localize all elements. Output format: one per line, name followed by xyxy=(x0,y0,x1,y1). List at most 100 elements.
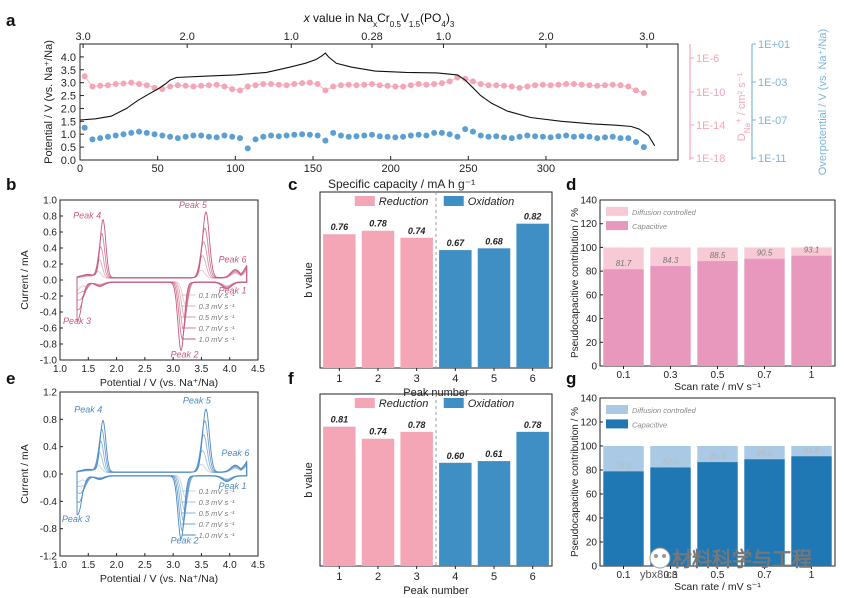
legend-swatch-diffusion xyxy=(606,206,628,216)
peak-label: Peak 4 xyxy=(73,210,101,220)
overpotential-point xyxy=(252,136,259,143)
x-tick-label: 2 xyxy=(375,571,381,583)
diffusion-point xyxy=(205,82,212,89)
y-axis-label: Potential / V (vs. Na⁺/Na) xyxy=(43,40,55,164)
overpotential-point xyxy=(299,131,306,138)
overpotential-point xyxy=(120,131,127,138)
bar-diffusion xyxy=(603,446,644,472)
diffusion-point xyxy=(337,82,344,89)
overpotential-point xyxy=(361,132,368,139)
watermark-text: 材料科学与工程 xyxy=(672,547,812,571)
x-tick-label: 0.5 xyxy=(711,570,725,581)
bar-diffusion xyxy=(697,446,738,463)
bar-value-label: 0.78 xyxy=(369,219,387,229)
x-tick-label: 1 xyxy=(809,370,815,381)
panel-g: 0 20 40 60 80 100 120 140 78.9 0.1 82.1 0.3 86.6 0.5 8… xyxy=(570,394,836,593)
cv-curve xyxy=(76,408,248,540)
overpotential-point xyxy=(454,133,461,140)
top-axis-label-part: ) xyxy=(446,11,450,25)
panel-label-b: b xyxy=(6,175,16,194)
overpotential-point xyxy=(283,132,290,139)
y-tick-label: 1.0 xyxy=(43,196,57,207)
y-tick-label: -0.8 xyxy=(40,340,58,351)
bar xyxy=(516,223,549,368)
diffusion-point xyxy=(501,82,508,89)
diffusion-point xyxy=(104,82,111,89)
peak-label: Peak 1 xyxy=(219,481,247,491)
y-tick-label: 120 xyxy=(580,219,597,230)
bar-diffusion xyxy=(650,247,691,267)
top-axis-label: x value in NaxCr0.5V1.5(PO4)3 xyxy=(303,11,455,29)
x-tick-label: 5 xyxy=(491,571,497,583)
diffusion-point xyxy=(345,81,352,88)
diffusion-point xyxy=(143,82,150,89)
panel-a: 0 50 100 150 200 250 3000.00.51.01.52.02.53.03… xyxy=(43,11,829,175)
diffusion-point xyxy=(136,80,143,87)
diffusion-point xyxy=(330,83,337,90)
top-tick-label: 2.0 xyxy=(538,31,553,43)
legend-capacitive: Capacitive xyxy=(632,420,667,429)
x-tick-label: 2.0 xyxy=(110,560,124,571)
overpotential-point xyxy=(555,133,562,140)
overpotential-point xyxy=(415,131,422,138)
x-tick-label: 3.5 xyxy=(194,560,208,571)
top-axis-label-part: 1.5 xyxy=(409,20,421,29)
panel-label-d: d xyxy=(566,175,576,194)
x-tick-label: 5 xyxy=(491,373,497,385)
y-tick-label: 1.0 xyxy=(61,129,76,141)
y-tick-label: -0.8 xyxy=(40,524,58,535)
top-axis-label-part: (PO xyxy=(420,11,441,25)
x-axis-label: Potential / V (vs. Na⁺/Na) xyxy=(100,573,218,585)
legend-oxidation: Oxidation xyxy=(468,196,514,208)
bar-value-label: 0.74 xyxy=(408,226,426,236)
overpotential-point xyxy=(306,131,313,138)
y-tick-label: 120 xyxy=(580,418,597,429)
top-tick-label: 3.0 xyxy=(639,31,654,43)
diffusion-point xyxy=(97,82,104,89)
right2-tick-label: 1E-03 xyxy=(758,77,787,89)
overpotential-point xyxy=(268,132,275,139)
x-tick-label: 1.5 xyxy=(81,560,95,571)
overpotential-point xyxy=(244,145,251,152)
bar-value-label: 84.3 xyxy=(663,256,679,265)
diffusion-point xyxy=(260,80,267,87)
x-tick-label: 1.0 xyxy=(53,560,67,571)
y-tick-label: 0 xyxy=(591,362,597,373)
x-tick-label: 200 xyxy=(381,163,399,175)
legend-label: 0.7 mV s⁻¹ xyxy=(199,324,236,333)
x-tick-label: 4.5 xyxy=(251,364,265,375)
x-tick-label: 300 xyxy=(537,163,555,175)
x-tick-label: 1.5 xyxy=(81,364,95,375)
legend-label: 1.0 mV s⁻¹ xyxy=(199,531,236,540)
peak-label: Peak 1 xyxy=(219,286,247,296)
x-tick-label: 100 xyxy=(226,163,244,175)
bar-diffusion xyxy=(650,446,691,468)
x-tick-label: 1 xyxy=(336,373,342,385)
right2-tick-label: 1E-07 xyxy=(758,115,787,127)
bar-capacitive xyxy=(744,258,785,366)
y-axis-label: b value xyxy=(303,462,315,497)
legend-swatch-capacitive xyxy=(606,419,628,429)
bar-value-label: 89.0 xyxy=(757,449,773,458)
bar xyxy=(323,426,356,566)
y-tick-label: 0.4 xyxy=(43,244,57,255)
y-tick-label: 140 xyxy=(580,196,597,207)
overpotential-point xyxy=(586,133,593,140)
y-tick-label: -0.6 xyxy=(40,324,58,335)
bar-value-label: 0.67 xyxy=(447,238,466,248)
overpotential-point xyxy=(97,135,104,142)
overpotential-point xyxy=(493,133,500,140)
overpotential-point xyxy=(104,133,111,140)
y-tick-label: 0.4 xyxy=(43,442,57,453)
top-tick-label: 0.28 xyxy=(361,31,382,43)
x-tick-label: 150 xyxy=(304,163,322,175)
x-tick-label: 250 xyxy=(459,163,477,175)
diffusion-point xyxy=(594,82,601,89)
diffusion-point xyxy=(182,82,189,89)
overpotential-point xyxy=(376,133,383,140)
right1-label-part: D xyxy=(736,133,748,141)
x-tick-label: 50 xyxy=(152,163,164,175)
y-tick-label: 20 xyxy=(586,338,598,349)
overpotential-point xyxy=(128,129,135,136)
